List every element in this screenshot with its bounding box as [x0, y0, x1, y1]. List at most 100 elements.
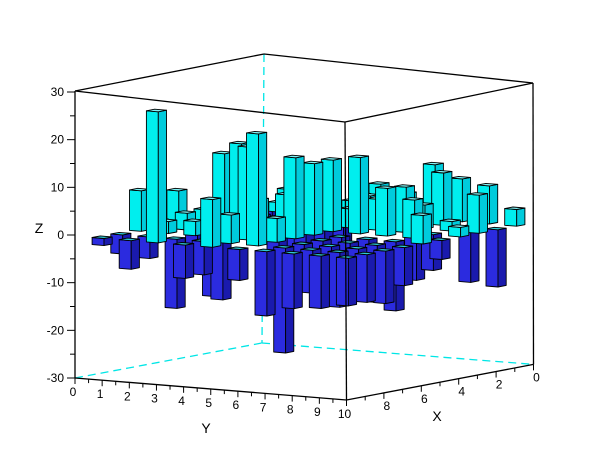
top-edge-back-left [74, 53, 265, 92]
bar-face-top [402, 197, 424, 201]
hidden-floor-edge-right [261, 342, 534, 366]
bar-face-top [227, 246, 249, 250]
bar-face-top [439, 218, 461, 223]
bar-face-left [173, 243, 186, 279]
bar-face-top [129, 187, 151, 192]
bar-face-right [212, 197, 222, 248]
bar-face-top [281, 250, 303, 255]
bar-face-left [145, 110, 159, 244]
bar-face-right [293, 251, 303, 310]
bar-face-top [91, 235, 113, 239]
y-tick-label: 6 [233, 398, 240, 412]
y-tick-label: 8 [287, 403, 294, 417]
bar-face-right [266, 249, 276, 317]
bar-face-right [489, 183, 499, 225]
bar-face-top [173, 242, 195, 246]
bar-face-top [283, 154, 305, 159]
bar-face-left [281, 252, 295, 310]
hidden-floor-edge-left [74, 342, 263, 379]
bar-face-right [470, 225, 480, 283]
y-tick-label: 7 [260, 400, 267, 414]
bar-face-top [346, 245, 368, 250]
bar-face-right [385, 249, 395, 305]
bar-face-top [264, 215, 286, 219]
bar-face-top [393, 184, 415, 188]
bar-face-left [504, 208, 518, 227]
bar-face-top [200, 196, 222, 201]
y-tick-label: 0 [70, 385, 77, 399]
bar-face-top [410, 212, 432, 216]
x-axis-line [346, 363, 534, 401]
bar-face-top [422, 161, 444, 166]
bar-face-right [239, 247, 249, 281]
axis-title-z: Z [35, 220, 44, 236]
y-tick-label: 4 [178, 394, 185, 408]
bar-face-right [320, 254, 330, 309]
bar-face-top [354, 251, 376, 256]
bar-face-left [183, 220, 197, 237]
bar-face-top [368, 181, 390, 185]
bar-face-right [441, 238, 451, 260]
bar-face-left [118, 239, 132, 270]
z-tick-label: -10 [47, 276, 65, 290]
bar-face-top [254, 248, 276, 253]
bar-face-top [164, 236, 186, 240]
bar-face-right [314, 161, 324, 236]
bar-face-top [273, 245, 295, 249]
bar-face-top [466, 192, 488, 196]
z-tick-label: 10 [51, 180, 65, 194]
axis-title-x: X [432, 408, 442, 424]
z-tick-label: 20 [51, 133, 65, 147]
y-axis-line [74, 377, 347, 401]
bar-face-top [383, 238, 405, 243]
bar-face-left [227, 248, 241, 281]
bar-face-left [448, 225, 462, 238]
bar-face-top [429, 237, 451, 241]
bar-face-left [129, 189, 142, 232]
bar-face-top [319, 243, 341, 248]
bar-face-top [229, 140, 251, 145]
bar-face-right [359, 155, 370, 235]
bar-face-top [308, 253, 330, 257]
bar-face-right [347, 256, 358, 307]
y-tick-label: 9 [314, 405, 321, 419]
bar-face-top [431, 169, 453, 174]
bar-face-right [295, 155, 305, 240]
bar-face-top [218, 212, 240, 216]
bar-face-top [375, 185, 397, 189]
bar-face-top [485, 226, 507, 231]
bar-face-top [477, 182, 499, 187]
bar-face-top [504, 206, 526, 210]
bar-face-right [157, 109, 167, 244]
axis-title-y: Y [201, 420, 211, 436]
bar-face-left [348, 156, 361, 235]
bar-face-right [332, 158, 342, 233]
bar-face-left [485, 228, 499, 288]
bar-face-top [356, 236, 378, 241]
bar-face-top [335, 255, 358, 259]
y-tick-label: 1 [97, 387, 104, 401]
bar-face-left [410, 214, 424, 245]
bar-face-top [327, 249, 349, 253]
bar-face-right [185, 243, 195, 279]
x-tick-label: 8 [384, 399, 391, 413]
top-edge-front-right [344, 82, 534, 123]
bar-face-right [497, 227, 507, 288]
bar-face-top [392, 244, 414, 249]
top-edge-front-left [74, 90, 346, 123]
bar-face-right [366, 252, 376, 303]
bar-face-top [118, 237, 140, 242]
z-tick-label: 0 [57, 228, 64, 242]
bar-face-right [422, 213, 432, 245]
bar-face-top [212, 150, 234, 155]
top-edge-back-right [263, 53, 534, 84]
bar-face-left [308, 254, 322, 309]
bar-face-top [373, 248, 395, 252]
bar-face-top [110, 231, 132, 236]
bar-face-top [348, 154, 370, 159]
y-tick-label: 2 [124, 389, 131, 403]
z-tick-label: 30 [51, 85, 65, 99]
vertical-edge-front [344, 121, 348, 401]
